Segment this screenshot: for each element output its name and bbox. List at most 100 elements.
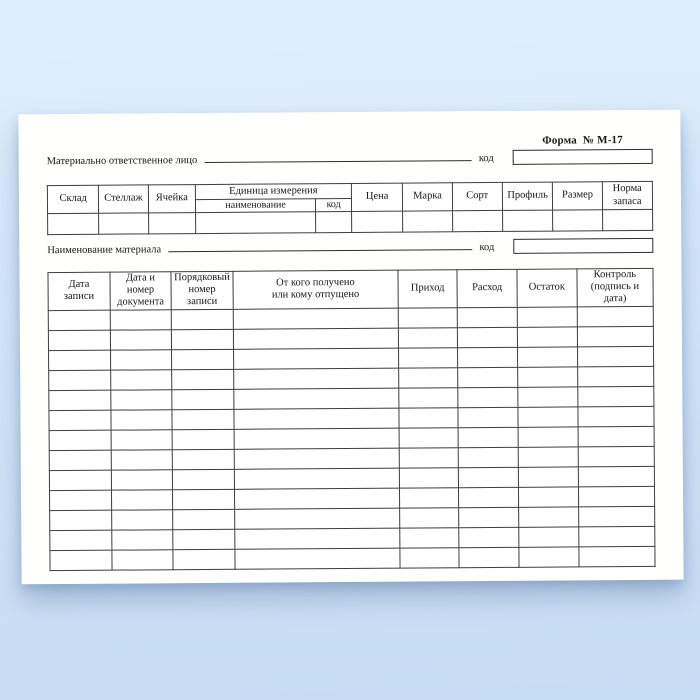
stock-table-body [47, 209, 653, 235]
empty-cell [234, 487, 400, 509]
empty-cell [452, 210, 503, 232]
col-header-size: Размер [552, 181, 603, 211]
empty-cell [111, 469, 173, 490]
empty-cell [458, 406, 518, 428]
empty-cell [233, 407, 400, 429]
empty-cell [172, 488, 235, 510]
empty-cell [48, 409, 111, 431]
col-header-from-whom: От кого получено или кому отпущено [232, 270, 399, 309]
empty-cell [49, 529, 112, 551]
responsible-person-fill-line [204, 160, 472, 164]
empty-cell [457, 346, 518, 368]
empty-cell [458, 426, 519, 448]
material-name-code-box [513, 237, 654, 254]
form-number-block: Форма № М-17 [512, 134, 653, 165]
responsible-person-code-label: код [478, 152, 494, 165]
empty-cell [577, 345, 654, 367]
empty-cell [171, 388, 234, 410]
table-row [47, 209, 653, 235]
empty-cell [459, 526, 519, 548]
empty-cell [48, 329, 111, 351]
empty-cell [398, 407, 459, 428]
empty-cell [49, 489, 112, 511]
responsible-person-line: Материально ответственное лицо код [47, 153, 500, 168]
empty-cell [398, 367, 459, 388]
empty-cell [49, 469, 112, 491]
empty-cell [578, 485, 655, 507]
empty-cell [172, 428, 235, 450]
col-header-control: Контроль (подпись и дата) [576, 268, 654, 307]
empty-cell [233, 367, 399, 389]
col-header-cell: Ячейка [148, 184, 196, 213]
col-header-price: Цена [351, 183, 403, 212]
empty-cell [457, 366, 518, 388]
empty-cell [48, 389, 111, 411]
empty-cell [110, 409, 173, 430]
col-header-warehouse: Склад [47, 185, 99, 214]
empty-cell [49, 429, 111, 451]
col-header-unit-group: Единица измерения [195, 183, 352, 200]
empty-cell [402, 210, 453, 233]
empty-cell [398, 387, 459, 408]
empty-cell [458, 486, 519, 508]
empty-cell [399, 547, 460, 568]
material-name-line: Наименование материала код [47, 242, 500, 257]
empty-cell [315, 211, 352, 233]
responsible-person-label: Материально ответственное лицо [46, 155, 198, 168]
empty-cell [458, 506, 519, 528]
empty-cell [602, 209, 653, 231]
empty-cell [110, 329, 172, 350]
empty-cell [195, 211, 316, 234]
empty-cell [172, 528, 235, 550]
empty-cell [399, 427, 459, 448]
empty-cell [517, 366, 578, 387]
empty-cell [171, 368, 234, 390]
col-header-serial-number: Порядковый номер записи [171, 271, 234, 310]
ledger-table-body [48, 305, 656, 571]
empty-cell [110, 369, 172, 390]
empty-cell [517, 306, 578, 327]
empty-cell [110, 349, 172, 370]
empty-cell [518, 486, 579, 507]
empty-cell [398, 347, 458, 368]
empty-cell [458, 386, 518, 408]
material-name-fill-line [168, 249, 473, 253]
empty-cell [234, 507, 400, 529]
ledger-table: Дата записи Дата и номер документа Поряд… [47, 267, 656, 571]
empty-cell [233, 347, 399, 369]
empty-cell [578, 525, 655, 547]
empty-cell [502, 210, 554, 232]
empty-cell [49, 509, 112, 531]
empty-cell [109, 309, 172, 330]
empty-cell [518, 466, 579, 487]
empty-cell [148, 212, 196, 234]
empty-cell [517, 326, 578, 347]
empty-cell [518, 506, 579, 527]
col-header-record-date: Дата записи [47, 272, 110, 311]
empty-cell [47, 213, 100, 235]
empty-cell [578, 465, 655, 487]
empty-cell [351, 211, 404, 233]
col-header-grade: Сорт [452, 182, 503, 211]
empty-cell [517, 386, 578, 407]
empty-cell [172, 408, 234, 430]
col-header-expense: Расход [457, 269, 518, 308]
empty-cell [457, 326, 518, 348]
empty-cell [171, 348, 234, 370]
material-name-label: Наименование материала [47, 244, 162, 257]
responsible-person-row: Материально ответственное лицо код Форма… [47, 134, 653, 168]
empty-cell [518, 446, 579, 467]
empty-cell [48, 349, 111, 371]
empty-cell [172, 448, 235, 470]
form-number-title: Форма № М-17 [542, 134, 623, 147]
col-header-stock-norm: Норма запаса [602, 181, 653, 210]
empty-cell [399, 507, 460, 528]
empty-cell [399, 487, 459, 508]
material-code-block [513, 237, 654, 254]
empty-cell [49, 549, 112, 571]
col-header-balance: Остаток [516, 268, 577, 307]
empty-cell [577, 325, 654, 347]
empty-cell [110, 389, 173, 410]
empty-cell [172, 468, 235, 490]
